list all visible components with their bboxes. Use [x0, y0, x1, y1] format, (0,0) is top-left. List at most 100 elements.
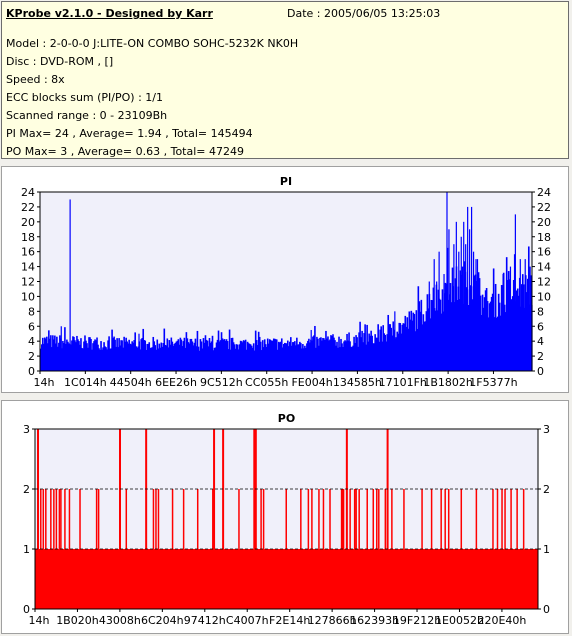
pi-bar	[65, 343, 67, 371]
pi-bar	[413, 314, 416, 371]
pi-bar	[500, 285, 503, 371]
info-disc: Disc : DVD-ROM , []	[6, 55, 114, 68]
pi-ytick-label-right: 10	[537, 290, 551, 303]
pi-ytick-label-left: 12	[21, 276, 35, 289]
info-pi-summary: PI Max= 24 , Average= 1.94 , Total= 1454…	[6, 127, 253, 140]
pi-spike	[310, 329, 312, 371]
pi-bar	[299, 341, 301, 371]
pi-bar	[216, 339, 219, 371]
pi-bar	[436, 310, 439, 371]
pi-bar	[220, 332, 223, 371]
pi-bar	[121, 340, 123, 371]
info-speed: Speed : 8x	[6, 73, 65, 86]
pi-bar	[486, 301, 489, 371]
pi-bar	[153, 341, 156, 371]
pi-bar	[424, 321, 427, 371]
pi-bar	[393, 329, 396, 371]
pi-bar	[57, 346, 59, 371]
pi-bar	[259, 341, 262, 371]
pi-bar	[232, 342, 235, 371]
pi-bar	[520, 284, 523, 371]
pi-bar	[272, 338, 275, 371]
pi-bar	[94, 339, 96, 371]
pi-bar	[495, 317, 498, 371]
pi-bar	[348, 332, 350, 371]
pi-bar	[49, 338, 51, 371]
pi-bar	[190, 338, 193, 371]
pi-bar	[166, 338, 169, 371]
pi-bar	[151, 347, 154, 371]
pi-bar	[137, 346, 139, 371]
pi-bar	[223, 339, 226, 371]
po-bar-level-2	[58, 489, 61, 609]
pi-bar	[319, 337, 321, 371]
pi-bar	[408, 311, 411, 371]
pi-bar	[422, 314, 425, 371]
pi-bar	[289, 341, 291, 371]
pi-ytick-label-right: 18	[537, 231, 551, 244]
pi-bar	[352, 345, 354, 371]
pi-xtick-label: 9C512h	[200, 376, 243, 389]
pi-bar	[251, 347, 254, 371]
pi-spike	[138, 333, 140, 371]
info-panel: KProbe v2.1.0 - Designed by Karr Date : …	[1, 1, 569, 159]
pi-bar	[463, 261, 466, 371]
pi-bar	[492, 268, 495, 371]
po-ytick-label-right: 1	[543, 543, 550, 556]
pi-bar	[385, 341, 388, 371]
pi-bar	[366, 324, 368, 371]
pi-bar	[529, 275, 532, 371]
pi-bar	[266, 338, 269, 371]
pi-bar	[359, 321, 361, 371]
pi-bar	[526, 278, 529, 371]
pi-spike	[453, 244, 455, 371]
pi-bar	[363, 333, 365, 371]
pi-bar	[356, 337, 358, 371]
pi-bar	[347, 340, 349, 371]
info-ecc-blocks: ECC blocks sum (PI/PO) : 1/1	[6, 91, 163, 104]
pi-bar	[99, 349, 101, 371]
pi-bar	[98, 348, 100, 371]
pi-bar	[222, 339, 225, 371]
po-bar-level-2	[262, 489, 265, 609]
pi-bar	[209, 342, 212, 371]
pi-bar	[63, 343, 65, 371]
po-xtick-label: 14h	[29, 614, 50, 627]
pi-bar	[48, 330, 50, 371]
pi-bar	[186, 338, 189, 371]
pi-bar	[461, 266, 464, 371]
pi-bar	[81, 347, 83, 371]
pi-bar	[255, 340, 258, 371]
pi-bar	[53, 339, 55, 371]
pi-bar	[409, 319, 412, 371]
pi-bar	[201, 348, 204, 371]
pi-bar	[390, 327, 393, 371]
pi-bar	[152, 336, 155, 371]
pi-bar	[412, 312, 415, 371]
pi-bar	[165, 345, 168, 371]
pi-bar	[231, 337, 234, 371]
pi-bar	[380, 326, 382, 371]
pi-bar	[141, 337, 144, 371]
pi-bar	[511, 296, 514, 371]
pi-bar	[210, 341, 213, 371]
pi-bar	[260, 350, 263, 371]
pi-bar	[414, 331, 417, 371]
pi-bar	[236, 344, 239, 371]
pi-spike	[524, 259, 526, 371]
pi-bar	[432, 287, 435, 371]
pi-bar	[149, 347, 152, 371]
pi-bar	[45, 338, 47, 371]
pi-bar	[376, 337, 378, 371]
pi-bar	[116, 338, 118, 371]
pi-xtick-label: 6EE26h	[155, 376, 197, 389]
pi-bar	[442, 311, 445, 371]
pi-bar	[418, 301, 421, 371]
pi-spike	[460, 236, 462, 371]
pi-bar	[288, 346, 290, 371]
pi-bar	[473, 275, 476, 371]
pi-bar	[80, 338, 82, 371]
po-bar-level-2	[182, 489, 185, 609]
pi-xtick-label: CC055h	[245, 376, 288, 389]
